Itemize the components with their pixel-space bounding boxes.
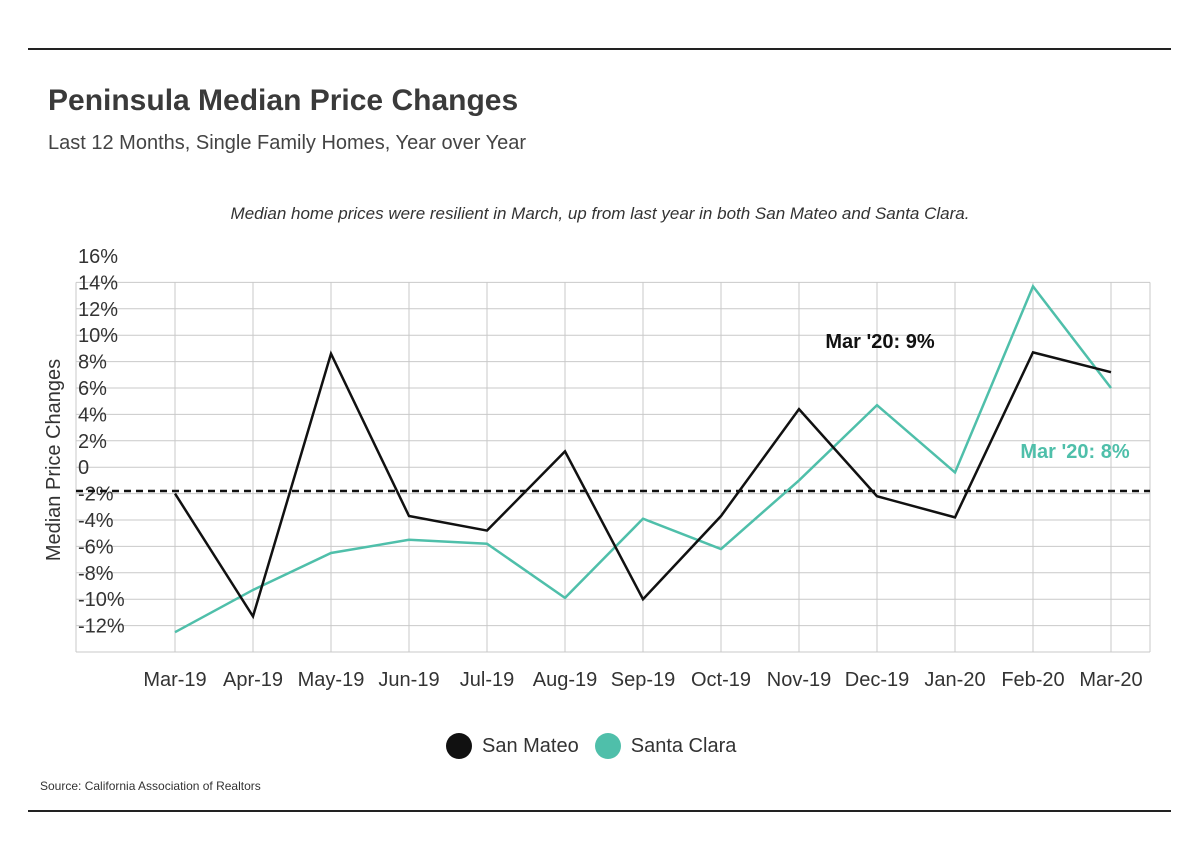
y-tick-label: -2% (78, 484, 114, 506)
x-tick-label: May-19 (298, 669, 365, 691)
series-line-santa-clara (174, 283, 1112, 634)
end-label-san-mateo: Mar '20: 9% (825, 331, 934, 353)
y-tick-label: -4% (78, 510, 114, 532)
bottom-rule (28, 810, 1171, 812)
x-tick-label: Apr-19 (223, 669, 283, 691)
legend-item-san-mateo: San Mateo (446, 733, 579, 759)
legend: San Mateo Santa Clara (446, 733, 752, 759)
x-tick-label: Oct-19 (691, 669, 751, 691)
legend-label-santa-clara: Santa Clara (630, 734, 737, 757)
end-label-santa-clara: Mar '20: 8% (1020, 441, 1129, 463)
y-tick-label: 0 (78, 457, 89, 479)
y-tick-label: 10% (78, 325, 118, 347)
y-tick-label: 2% (78, 431, 107, 453)
legend-label-san-mateo: San Mateo (482, 734, 579, 757)
x-tick-label: Nov-19 (767, 669, 831, 691)
y-tick-label: 8% (78, 352, 107, 374)
series-line-san-mateo (173, 350, 1112, 620)
y-tick-label: 6% (78, 378, 107, 400)
x-tick-label: Mar-20 (1079, 669, 1142, 691)
legend-swatch-santa-clara (594, 733, 621, 759)
x-tick-label: Aug-19 (533, 669, 598, 691)
y-tick-label: 14% (78, 272, 118, 294)
y-tick-label: 4% (78, 404, 107, 426)
y-tick-label: -10% (78, 589, 125, 611)
x-tick-label: Feb-20 (1001, 669, 1064, 691)
y-axis-label: Median Price Changes (43, 359, 65, 561)
legend-item-santa-clara: Santa Clara (594, 733, 737, 759)
legend-swatch-san-mateo (446, 733, 472, 759)
y-tick-label: -8% (78, 563, 114, 585)
x-tick-label: Mar-19 (143, 669, 206, 691)
y-tick-label: 16% (78, 246, 118, 268)
top-rule (28, 48, 1171, 50)
source-note: Source: California Association of Realto… (40, 779, 261, 793)
chart-annotation: Median home prices were resilient in Mar… (230, 204, 970, 223)
y-tick-label: -12% (78, 616, 125, 638)
x-tick-label: Sep-19 (611, 669, 676, 691)
y-tick-label: -6% (78, 536, 114, 558)
x-tick-label: Jun-19 (378, 669, 439, 691)
x-tick-label: Jul-19 (460, 669, 514, 691)
page-subtitle: Last 12 Months, Single Family Homes, Yea… (48, 132, 527, 154)
x-tick-label: Dec-19 (845, 669, 909, 691)
x-tick-label: Jan-20 (924, 669, 985, 691)
page-title: Peninsula Median Price Changes (48, 84, 519, 117)
y-tick-label: 12% (78, 299, 118, 321)
